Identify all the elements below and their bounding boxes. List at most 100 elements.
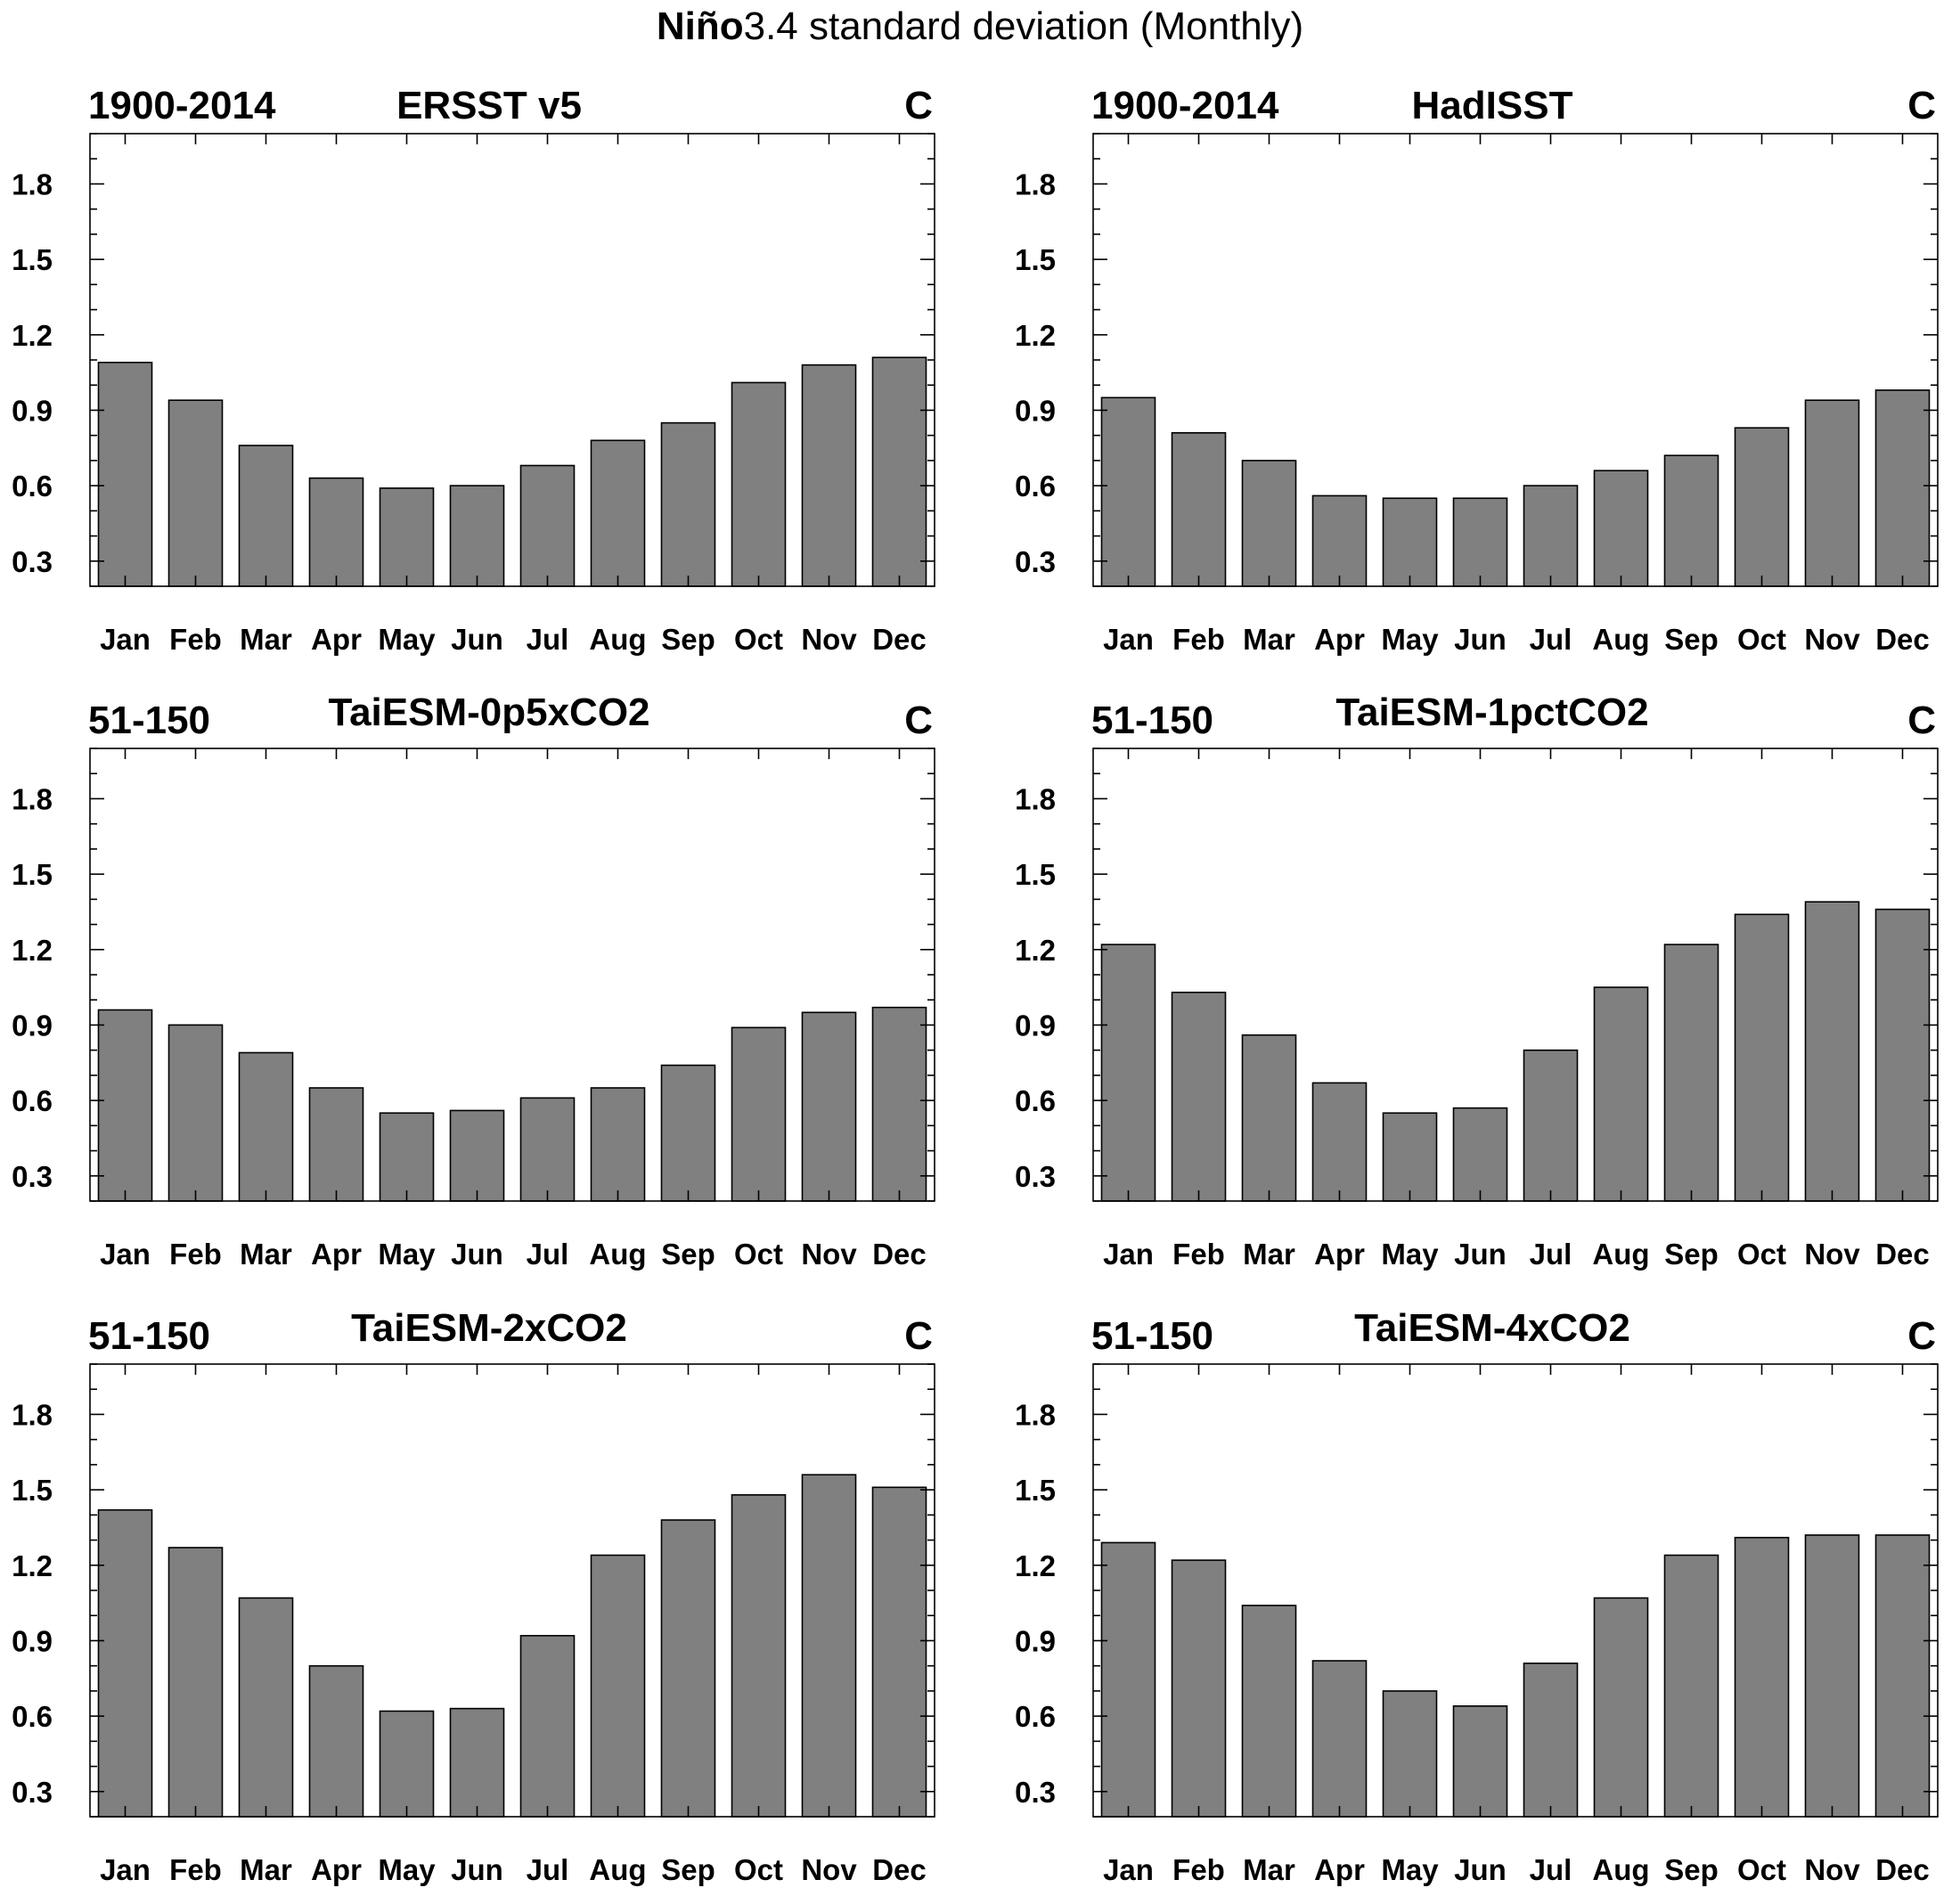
y-tick-label: 0.6	[1015, 470, 1056, 503]
x-tick-label-nov: Nov	[801, 1238, 857, 1271]
bar-sep	[660, 1064, 716, 1202]
bar-jan	[97, 1009, 153, 1202]
bar-oct	[1734, 1536, 1790, 1818]
x-tick-label-jul: Jul	[527, 623, 569, 656]
bar-feb	[167, 1547, 224, 1818]
bar-sep	[1663, 454, 1719, 587]
bar-dec	[871, 1486, 927, 1818]
y-tick-label: 0.6	[1015, 1700, 1056, 1733]
bar-feb	[1171, 431, 1227, 587]
x-tick-label-feb: Feb	[169, 1853, 222, 1886]
x-tick-label-aug: Aug	[1592, 1853, 1649, 1886]
x-tick-label-jul: Jul	[527, 1238, 569, 1271]
panel-left-label: 1900-2014	[88, 84, 276, 127]
x-tick-label-jul: Jul	[1530, 1238, 1572, 1271]
panel-left-label: 51-150	[1091, 1314, 1213, 1358]
y-tick-label: 0.9	[1015, 394, 1056, 427]
bar-may	[379, 1710, 435, 1818]
x-tick-label-dec: Dec	[872, 1238, 927, 1271]
panel-2: 0.3 0.6 0.9 1.2 1.5 1.8 Jan Feb Mar Apr May Jun Jul A…	[1015, 84, 1939, 656]
x-tick-label-apr: Apr	[1314, 1238, 1365, 1271]
x-tick-label-feb: Feb	[1172, 1853, 1225, 1886]
panel-title: TaiESM-4xCO2	[1354, 1306, 1630, 1350]
x-tick-label-nov: Nov	[1804, 1853, 1860, 1886]
bar-may	[379, 487, 435, 587]
y-tick-label: 0.3	[1015, 545, 1056, 578]
x-tick-label-mar: Mar	[1243, 623, 1295, 656]
bar-mar	[1241, 1605, 1297, 1818]
bar-jul	[519, 1097, 576, 1202]
x-tick-label-apr: Apr	[1314, 623, 1365, 656]
x-tick-label-apr: Apr	[1314, 1853, 1365, 1886]
bar-sep	[660, 421, 716, 587]
x-tick-label-jan: Jan	[100, 623, 151, 656]
bar-apr	[1311, 494, 1368, 587]
x-tick-label-apr: Apr	[311, 1853, 362, 1886]
x-tick-label-oct: Oct	[734, 623, 783, 656]
x-tick-label-may: May	[1381, 1238, 1439, 1271]
y-tick-label: 0.3	[1015, 1160, 1056, 1193]
x-tick-label-jan: Jan	[1103, 1853, 1154, 1886]
bar-sep	[1663, 1554, 1719, 1818]
panel-units-label: C	[1907, 699, 1936, 742]
x-tick-label-aug: Aug	[589, 623, 646, 656]
x-tick-label-jun: Jun	[1454, 623, 1507, 656]
bar-mar	[238, 1597, 294, 1818]
bar-jul	[1523, 1663, 1579, 1818]
bar-jun	[1452, 1107, 1508, 1202]
bar-feb	[1171, 1559, 1227, 1818]
bar-mar	[1241, 1034, 1297, 1202]
bar-jan	[1100, 396, 1156, 587]
bar-feb	[1171, 992, 1227, 1202]
y-tick-label: 1.5	[12, 243, 53, 276]
bar-apr	[308, 477, 364, 587]
figure-title-rest: 3.4 standard deviation (Monthly)	[744, 4, 1304, 48]
y-tick-label: 1.2	[12, 1549, 53, 1582]
panel-title: TaiESM-0p5xCO2	[328, 691, 649, 734]
panel-left-label: 1900-2014	[1091, 84, 1279, 127]
bar-may	[1382, 1690, 1438, 1818]
x-tick-label-apr: Apr	[311, 623, 362, 656]
bar-aug	[590, 1554, 646, 1818]
x-tick-label-oct: Oct	[1737, 1238, 1786, 1271]
bar-dec	[1874, 1534, 1931, 1818]
bar-jun	[449, 485, 505, 587]
x-tick-label-mar: Mar	[240, 1238, 292, 1271]
y-tick-label: 0.6	[12, 1084, 53, 1117]
panel-title: TaiESM-1pctCO2	[1335, 691, 1648, 734]
x-tick-label-dec: Dec	[1875, 1238, 1930, 1271]
y-tick-label: 1.2	[12, 934, 53, 967]
x-tick-label-may: May	[378, 1238, 436, 1271]
bar-aug	[590, 439, 646, 587]
bar-dec	[871, 356, 927, 587]
x-tick-label-mar: Mar	[240, 623, 292, 656]
bar-may	[1382, 1112, 1438, 1202]
bar-jun	[449, 1109, 505, 1202]
panel-units-label: C	[904, 84, 933, 127]
bar-apr	[308, 1087, 364, 1202]
x-tick-label-may: May	[378, 1853, 436, 1886]
panel-left-label: 51-150	[1091, 699, 1213, 742]
x-tick-label-aug: Aug	[589, 1238, 646, 1271]
panel-units-label: C	[1907, 84, 1936, 127]
bar-jul	[1523, 1049, 1579, 1202]
bar-nov	[1804, 399, 1860, 587]
y-tick-label: 1.5	[12, 1474, 53, 1507]
x-tick-label-feb: Feb	[169, 1238, 222, 1271]
y-tick-label: 1.2	[1015, 934, 1056, 967]
y-tick-label: 1.8	[1015, 168, 1056, 200]
bar-oct	[1734, 427, 1790, 587]
y-tick-label: 1.5	[1015, 1474, 1056, 1507]
x-tick-label-aug: Aug	[1592, 623, 1649, 656]
y-tick-label: 0.3	[12, 545, 53, 578]
x-tick-label-jul: Jul	[1530, 1853, 1572, 1886]
y-tick-label: 1.8	[1015, 782, 1056, 815]
bar-nov	[801, 364, 857, 587]
y-tick-label: 1.5	[1015, 858, 1056, 891]
bar-jul	[519, 464, 576, 587]
y-tick-label: 1.2	[12, 319, 53, 352]
panel-3: 0.3 0.6 0.9 1.2 1.5 1.8 Jan Feb Mar Apr May Jun Jul A…	[12, 691, 935, 1271]
x-tick-label-jan: Jan	[1103, 623, 1154, 656]
x-tick-label-jan: Jan	[100, 1238, 151, 1271]
bar-jul	[519, 1635, 576, 1818]
